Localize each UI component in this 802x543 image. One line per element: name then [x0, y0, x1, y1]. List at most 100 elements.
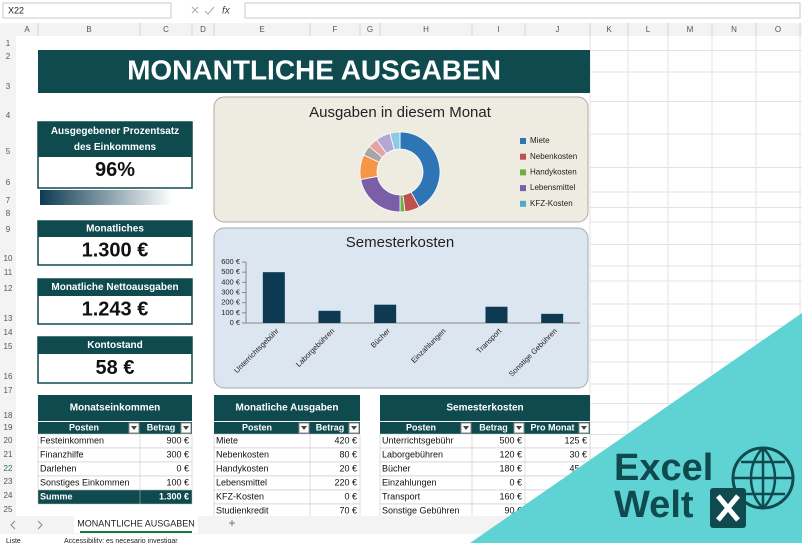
row-header: 23: [4, 477, 13, 486]
table-cell: Lebensmittel: [216, 477, 267, 487]
table-cell: KFZ-Kosten: [216, 491, 264, 501]
chart-title: Ausgaben in diesem Monat: [309, 104, 492, 121]
row-header: 22: [4, 464, 13, 473]
table-cell: 120 €: [499, 449, 522, 459]
column-header: M: [687, 25, 694, 34]
table-header: Betrag: [147, 422, 176, 432]
table-cell: 70 €: [339, 505, 357, 515]
add-sheet[interactable]: +: [228, 516, 235, 530]
name-box[interactable]: [2, 2, 172, 19]
chart-area: [213, 227, 589, 389]
column-header: F: [333, 25, 338, 34]
row-header: 11: [4, 268, 13, 277]
row-header: 14: [4, 328, 13, 337]
y-tick-label: 300 €: [221, 287, 241, 296]
table-cell: Festeinkommen: [40, 435, 104, 445]
kpi-label: Monatliche Nettoausgaben: [51, 282, 178, 293]
table-header: Posten: [242, 422, 272, 432]
filter-arrow: [183, 426, 189, 430]
column-header: J: [556, 25, 560, 34]
table-cell: 220 €: [334, 477, 357, 487]
row-header: 5: [6, 147, 11, 156]
bar: [541, 313, 564, 323]
logo-x: [716, 494, 740, 522]
formula-input[interactable]: [244, 2, 801, 19]
legend-label: KFZ-Kosten: [530, 199, 573, 208]
status-text: Liste: [6, 538, 21, 543]
column-header: K: [606, 25, 612, 34]
y-tick-label: 0 €: [230, 318, 241, 327]
table-cell: 0 €: [509, 477, 522, 487]
table-cell: 500 €: [499, 435, 522, 445]
column-header: B: [86, 25, 91, 34]
column-header-bar: [0, 23, 802, 36]
table-cell: Studienkredit: [216, 505, 269, 515]
table-cell: 420 €: [334, 435, 357, 445]
legend-label: Handykosten: [530, 168, 577, 177]
table-cell: 125 €: [564, 435, 587, 445]
dashboard-title: MONANTLICHE AUSGABEN: [127, 54, 501, 85]
legend-label: Lebensmittel: [530, 183, 576, 192]
row-header: 25: [4, 505, 13, 514]
table-cell: 100 €: [166, 477, 189, 487]
table-cell: 160 €: [499, 491, 522, 501]
column-header: E: [259, 25, 264, 34]
table-header-row: [38, 422, 192, 434]
table-title: Semesterkosten: [446, 403, 523, 414]
row-header-bar: [0, 36, 16, 516]
row-header: 7: [6, 196, 11, 205]
table-header: Posten: [69, 422, 99, 432]
kpi-header: [38, 279, 192, 296]
table-title-bar: [214, 395, 360, 421]
table-header-row: [380, 422, 590, 434]
row-header: 6: [6, 178, 11, 187]
column-header: G: [367, 25, 373, 34]
row-header: 17: [4, 386, 13, 395]
donut-slice: [399, 131, 441, 208]
row-header: 4: [6, 111, 11, 120]
table-cell: Sonstige Gebühren: [382, 505, 460, 515]
table-cell: Handykosten: [216, 463, 269, 473]
y-tick-label: 200 €: [221, 298, 241, 307]
bar: [374, 304, 397, 323]
filter-arrow: [351, 426, 357, 430]
table-cell: Sonstiges Einkommen: [40, 477, 130, 487]
row-header: 12: [4, 284, 13, 293]
status-text: Accessibility: es necesario investigar: [64, 538, 178, 543]
bar: [485, 306, 508, 323]
kpi-value: 96%: [95, 159, 135, 181]
kpi-value: 1.300 €: [82, 239, 149, 261]
table-cell: 90 €: [504, 505, 522, 515]
filter-arrow: [581, 426, 587, 430]
y-tick-label: 500 €: [221, 267, 241, 276]
sheet-tab[interactable]: [74, 516, 198, 533]
row-header: 18: [4, 411, 13, 420]
table-cell: Miete: [216, 435, 238, 445]
column-header: I: [497, 25, 499, 34]
column-header: N: [731, 25, 737, 34]
kpi-header: [38, 221, 192, 237]
title-band: [38, 50, 590, 93]
row-header: 15: [4, 342, 13, 351]
kpi-header: [38, 122, 192, 157]
filter-arrow: [463, 426, 469, 430]
tab-nav[interactable]: [10, 520, 43, 530]
row-header: 16: [4, 372, 13, 381]
chart-title: Semesterkosten: [346, 234, 454, 251]
table-cell: Transport: [382, 491, 421, 501]
row-header: 2: [6, 52, 11, 61]
name-box-text: X22: [8, 5, 24, 15]
row-header: 19: [4, 423, 13, 432]
table-header: Pro Monat: [531, 422, 575, 432]
filter-arrow: [131, 426, 137, 430]
kpi-label: Monatliches: [86, 224, 144, 235]
bar: [262, 272, 285, 323]
table-header: Betrag: [316, 422, 345, 432]
y-tick-label: 600 €: [221, 257, 241, 266]
kpi-label: Ausgegebener Prozentsatz des Einkommens: [51, 126, 179, 153]
table-cell: Einzahlungen: [382, 477, 437, 487]
table-header: Posten: [406, 422, 436, 432]
table-cell: Bücher: [382, 463, 411, 473]
table-cell: 1.300 €: [159, 491, 189, 501]
row-header: 21: [4, 450, 13, 459]
